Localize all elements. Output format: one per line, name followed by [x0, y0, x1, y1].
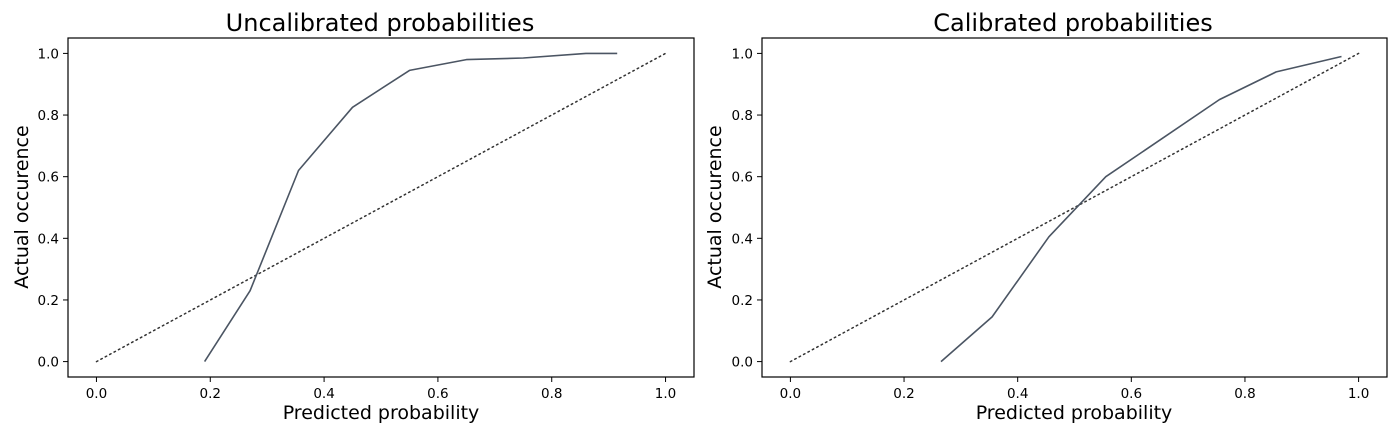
x-tick-label: 0.8 [541, 386, 562, 402]
chart-title: Calibrated probabilities [933, 9, 1212, 37]
diagonal-reference-line [95, 52, 667, 363]
y-tick-label: 1.0 [38, 46, 59, 62]
y-tick-label: 0.2 [38, 293, 59, 309]
y-tick-label: 0.8 [38, 108, 59, 124]
calibration-curve [203, 52, 618, 363]
y-axis-label: Actual occurence [704, 125, 726, 288]
y-tick-label: 0.8 [732, 108, 753, 124]
y-tick-label: 0.2 [732, 293, 753, 309]
x-tick-label: 0.2 [893, 386, 914, 402]
x-tick-label: 0.4 [1007, 386, 1028, 402]
y-tick-label: 1.0 [732, 46, 753, 62]
y-ticks: 0.0 0.2 0.4 0.6 0.8 1.0 [38, 46, 68, 371]
x-ticks: 0.0 0.2 0.4 0.6 0.8 1.0 [780, 377, 1369, 402]
x-tick-label: 0.8 [1234, 386, 1255, 402]
chart-title: Uncalibrated probabilities [226, 9, 535, 37]
x-ticks: 0.0 0.2 0.4 0.6 0.8 1.0 [86, 377, 676, 402]
x-axis-label: Predicted probability [976, 402, 1173, 424]
y-tick-label: 0.0 [732, 355, 753, 371]
x-tick-label: 0.6 [427, 386, 448, 402]
y-tick-label: 0.6 [38, 170, 59, 186]
calibrated-chart: Calibrated probabilities 0.0 0.2 0.4 0.6 0.8… [704, 9, 1388, 424]
x-tick-label: 0.4 [313, 386, 334, 402]
y-axis-label: Actual occurence [11, 125, 33, 288]
y-tick-label: 0.4 [38, 231, 59, 247]
uncalibrated-chart: Uncalibrated probabilities 0.0 0.2 0.4 0.6 0… [11, 9, 695, 424]
calibration-curve [940, 55, 1342, 363]
x-tick-label: 1.0 [655, 386, 676, 402]
x-tick-label: 0.2 [200, 386, 221, 402]
y-tick-label: 0.0 [38, 355, 59, 371]
x-tick-label: 1.0 [1348, 386, 1369, 402]
y-tick-label: 0.6 [732, 170, 753, 186]
plot-frame [67, 37, 695, 378]
x-tick-label: 0.0 [780, 386, 801, 402]
y-ticks: 0.0 0.2 0.4 0.6 0.8 1.0 [732, 46, 762, 371]
x-tick-label: 0.6 [1121, 386, 1142, 402]
y-tick-label: 0.4 [732, 231, 753, 247]
plot-frame [761, 37, 1388, 378]
x-tick-label: 0.0 [86, 386, 107, 402]
diagonal-reference-line [789, 52, 1360, 363]
x-axis-label: Predicted probability [283, 402, 480, 424]
